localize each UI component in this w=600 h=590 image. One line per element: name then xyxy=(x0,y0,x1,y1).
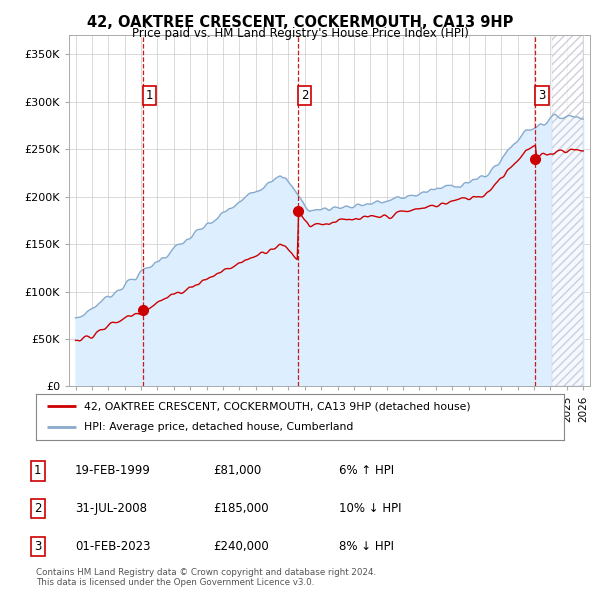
HPI: Average price, detached house, Cumberland: (2e+03, 1.32e+05): Average price, detached house, Cumberlan… xyxy=(155,258,163,265)
Text: Price paid vs. HM Land Registry's House Price Index (HPI): Price paid vs. HM Land Registry's House … xyxy=(131,27,469,40)
42, OAKTREE CRESCENT, COCKERMOUTH, CA13 9HP (detached house) xyxy=(446,199,453,206)
Text: Contains HM Land Registry data © Crown copyright and database right 2024.
This d: Contains HM Land Registry data © Crown c… xyxy=(36,568,376,587)
Text: 1: 1 xyxy=(146,88,154,101)
Text: 3: 3 xyxy=(538,88,545,101)
42, OAKTREE CRESCENT, COCKERMOUTH, CA13 9HP (detached house) xyxy=(157,297,164,304)
Text: £185,000: £185,000 xyxy=(213,502,269,515)
Text: £81,000: £81,000 xyxy=(213,464,261,477)
HPI: Average price, detached house, Cumberland: (2.01e+03, 1.89e+05): Average price, detached house, Cumberlan… xyxy=(331,204,338,211)
HPI: Average price, detached house, Cumberland: (2.03e+03, 2.82e+05): Average price, detached house, Cumberlan… xyxy=(580,116,587,123)
HPI: Average price, detached house, Cumberland: (2e+03, 1.2e+05): Average price, detached house, Cumberlan… xyxy=(136,268,143,276)
HPI: Average price, detached house, Cumberland: (2.03e+03, 2.84e+05): Average price, detached house, Cumberlan… xyxy=(570,113,577,120)
HPI: Average price, detached house, Cumberland: (2e+03, 7.24e+04): Average price, detached house, Cumberlan… xyxy=(72,314,79,322)
42, OAKTREE CRESCENT, COCKERMOUTH, CA13 9HP (detached house) xyxy=(332,219,339,226)
42, OAKTREE CRESCENT, COCKERMOUTH, CA13 9HP (detached house) xyxy=(72,337,79,344)
Text: 01-FEB-2023: 01-FEB-2023 xyxy=(75,540,151,553)
HPI: Average price, detached house, Cumberland: (2.02e+03, 2.12e+05): Average price, detached house, Cumberlan… xyxy=(444,182,451,189)
Text: 42, OAKTREE CRESCENT, COCKERMOUTH, CA13 9HP: 42, OAKTREE CRESCENT, COCKERMOUTH, CA13 … xyxy=(87,15,513,30)
Text: 8% ↓ HPI: 8% ↓ HPI xyxy=(339,540,394,553)
Line: 42, OAKTREE CRESCENT, COCKERMOUTH, CA13 9HP (detached house): 42, OAKTREE CRESCENT, COCKERMOUTH, CA13 … xyxy=(76,145,583,341)
Text: 10% ↓ HPI: 10% ↓ HPI xyxy=(339,502,401,515)
Text: 31-JUL-2008: 31-JUL-2008 xyxy=(75,502,147,515)
Text: 19-FEB-1999: 19-FEB-1999 xyxy=(75,464,151,477)
42, OAKTREE CRESCENT, COCKERMOUTH, CA13 9HP (detached house) xyxy=(580,148,587,155)
42, OAKTREE CRESCENT, COCKERMOUTH, CA13 9HP (detached house) xyxy=(76,337,83,345)
42, OAKTREE CRESCENT, COCKERMOUTH, CA13 9HP (detached house) xyxy=(532,142,539,149)
Line: HPI: Average price, detached house, Cumberland: HPI: Average price, detached house, Cumb… xyxy=(76,114,583,318)
Text: HPI: Average price, detached house, Cumberland: HPI: Average price, detached house, Cumb… xyxy=(83,422,353,432)
42, OAKTREE CRESCENT, COCKERMOUTH, CA13 9HP (detached house) xyxy=(571,146,578,153)
HPI: Average price, detached house, Cumberland: (2.02e+03, 2.87e+05): Average price, detached house, Cumberlan… xyxy=(551,111,558,118)
42, OAKTREE CRESCENT, COCKERMOUTH, CA13 9HP (detached house) xyxy=(137,310,145,317)
Text: 2: 2 xyxy=(34,502,41,515)
42, OAKTREE CRESCENT, COCKERMOUTH, CA13 9HP (detached house) xyxy=(244,256,251,263)
Text: 42, OAKTREE CRESCENT, COCKERMOUTH, CA13 9HP (detached house): 42, OAKTREE CRESCENT, COCKERMOUTH, CA13 … xyxy=(83,401,470,411)
Text: 3: 3 xyxy=(34,540,41,553)
Text: £240,000: £240,000 xyxy=(213,540,269,553)
HPI: Average price, detached house, Cumberland: (2.01e+03, 2.01e+05): Average price, detached house, Cumberlan… xyxy=(243,192,250,199)
Text: 6% ↑ HPI: 6% ↑ HPI xyxy=(339,464,394,477)
Text: 1: 1 xyxy=(34,464,41,477)
Text: 2: 2 xyxy=(301,88,308,101)
